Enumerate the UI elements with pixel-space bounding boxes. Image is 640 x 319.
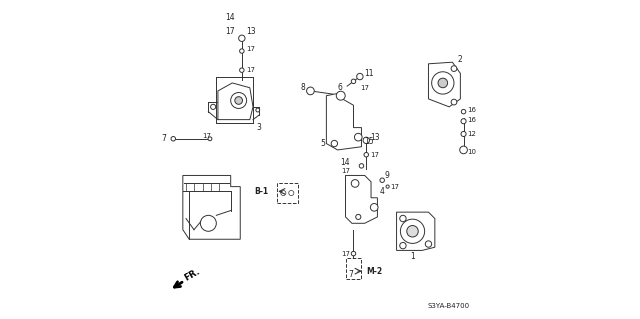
- Text: 13: 13: [371, 133, 380, 142]
- Circle shape: [239, 68, 244, 72]
- Text: S3YA-B4700: S3YA-B4700: [428, 303, 470, 309]
- Circle shape: [400, 242, 406, 249]
- Text: 17: 17: [246, 67, 255, 73]
- Polygon shape: [326, 93, 362, 150]
- Circle shape: [351, 180, 359, 187]
- Circle shape: [438, 78, 447, 88]
- Polygon shape: [428, 62, 460, 107]
- Text: 1: 1: [410, 252, 415, 261]
- Circle shape: [235, 97, 243, 104]
- Text: B-1: B-1: [255, 187, 269, 196]
- Circle shape: [460, 146, 467, 154]
- Circle shape: [380, 178, 385, 182]
- Text: 16: 16: [467, 117, 476, 122]
- Text: 17: 17: [246, 47, 255, 52]
- Circle shape: [359, 164, 364, 168]
- Text: 17: 17: [371, 152, 380, 158]
- Text: 8: 8: [301, 83, 306, 92]
- Circle shape: [211, 104, 216, 109]
- Circle shape: [307, 87, 314, 95]
- Circle shape: [401, 219, 424, 243]
- Circle shape: [461, 119, 466, 124]
- Circle shape: [239, 49, 244, 53]
- Circle shape: [200, 215, 216, 231]
- Text: 17: 17: [202, 133, 211, 138]
- Circle shape: [451, 99, 457, 105]
- Circle shape: [386, 185, 389, 188]
- Circle shape: [351, 79, 356, 84]
- Circle shape: [350, 265, 356, 271]
- Circle shape: [256, 108, 260, 112]
- Circle shape: [331, 140, 337, 147]
- Text: 17: 17: [341, 251, 350, 256]
- Circle shape: [356, 73, 363, 80]
- Bar: [346, 258, 362, 279]
- Text: 5: 5: [320, 139, 325, 148]
- Polygon shape: [346, 175, 378, 223]
- Circle shape: [461, 131, 466, 137]
- Polygon shape: [397, 212, 435, 250]
- Text: 10: 10: [467, 149, 476, 154]
- Text: 7: 7: [161, 134, 166, 143]
- Bar: [277, 183, 298, 203]
- Text: 2: 2: [457, 55, 462, 63]
- Text: 9: 9: [385, 171, 390, 180]
- Text: 15: 15: [365, 137, 374, 146]
- Circle shape: [289, 190, 294, 196]
- Text: 16: 16: [467, 107, 476, 113]
- Circle shape: [208, 137, 212, 141]
- Text: 14: 14: [340, 158, 350, 167]
- Circle shape: [425, 241, 431, 247]
- Text: 3: 3: [256, 123, 261, 132]
- Circle shape: [171, 137, 175, 141]
- Polygon shape: [218, 83, 253, 120]
- Circle shape: [407, 226, 419, 237]
- Circle shape: [230, 93, 246, 108]
- Circle shape: [364, 152, 369, 157]
- Text: M-2: M-2: [366, 267, 382, 276]
- Text: 17: 17: [341, 168, 350, 174]
- Circle shape: [239, 35, 245, 41]
- Text: 11: 11: [365, 69, 374, 78]
- Circle shape: [451, 66, 457, 71]
- Text: 17: 17: [225, 27, 234, 36]
- Polygon shape: [183, 175, 240, 239]
- Text: 17: 17: [360, 85, 369, 91]
- Circle shape: [336, 91, 345, 100]
- Text: 13: 13: [246, 27, 256, 36]
- Circle shape: [351, 251, 356, 256]
- Circle shape: [363, 137, 369, 144]
- Circle shape: [355, 133, 362, 141]
- Text: 14: 14: [225, 13, 234, 22]
- Text: 12: 12: [467, 131, 476, 137]
- Text: FR.: FR.: [182, 266, 201, 282]
- Text: 7: 7: [348, 270, 353, 279]
- Circle shape: [281, 190, 286, 196]
- Circle shape: [400, 215, 406, 222]
- Circle shape: [356, 214, 361, 219]
- Circle shape: [371, 204, 378, 211]
- Text: 6: 6: [337, 83, 342, 92]
- Text: 17: 17: [390, 184, 399, 189]
- Circle shape: [461, 109, 466, 114]
- Text: 4: 4: [380, 187, 385, 196]
- Circle shape: [431, 72, 454, 94]
